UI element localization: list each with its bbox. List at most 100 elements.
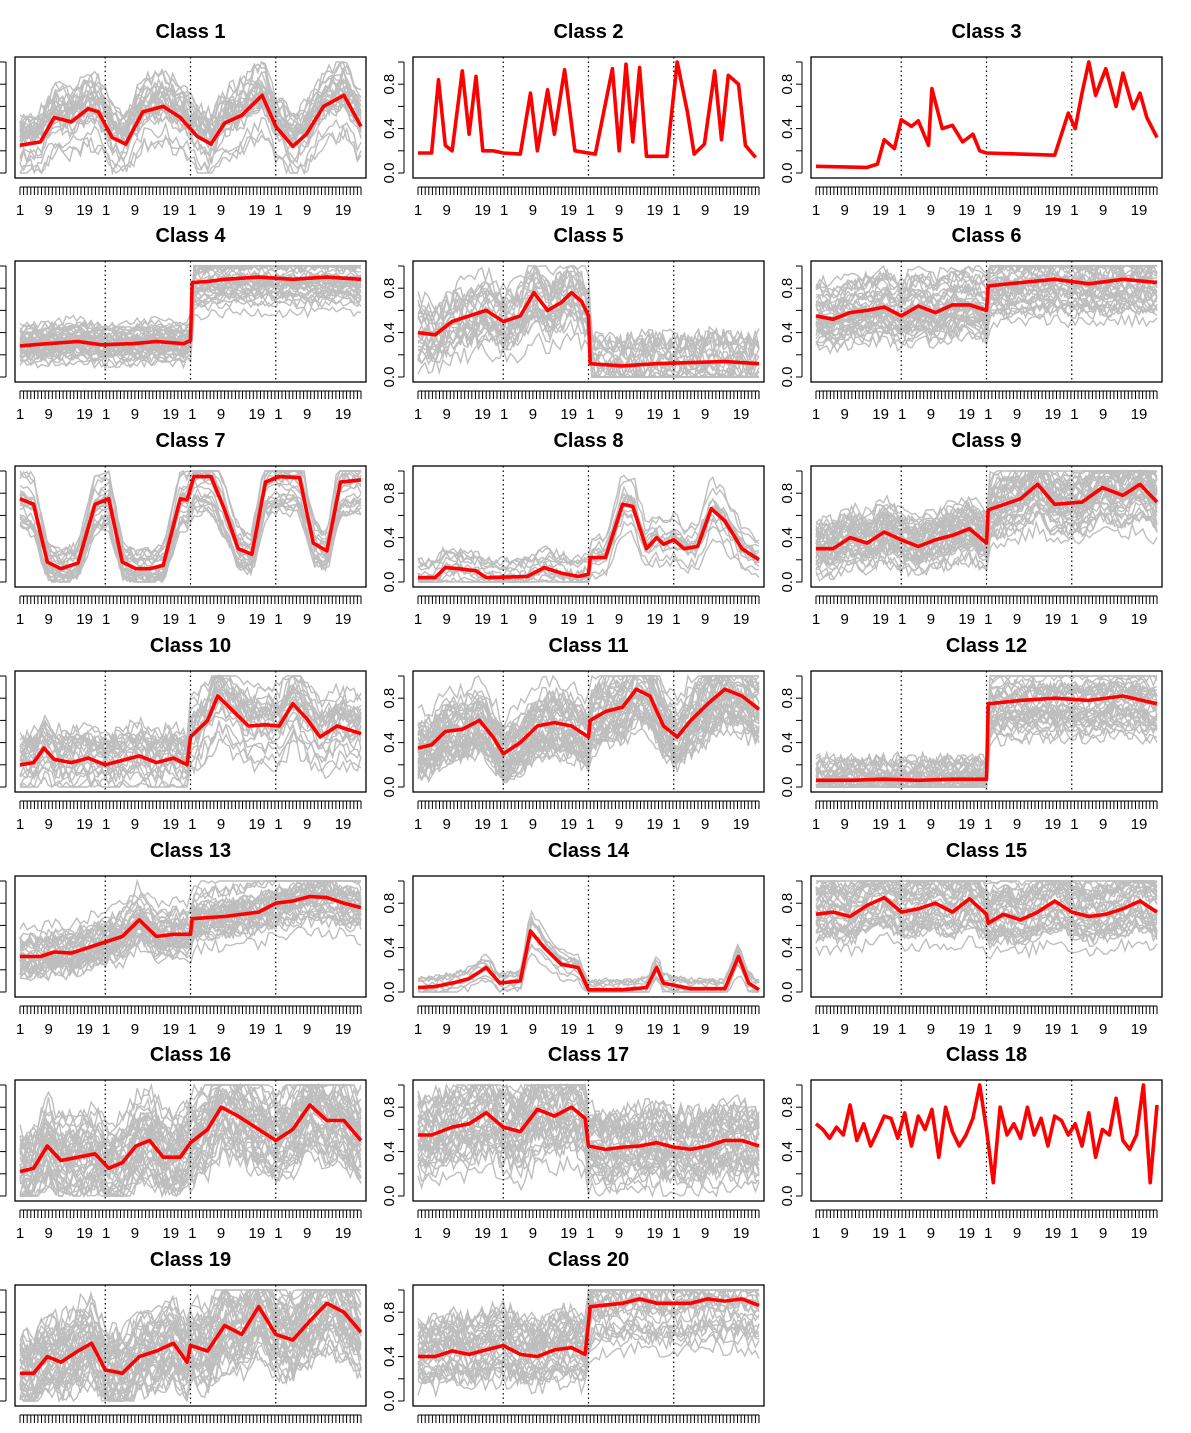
- chart-panel: Class 170.00.40.81 9 19 1 9 19 1 9 19 1 9 19: [381, 1044, 765, 1242]
- y-tick-label: 0.0: [381, 163, 398, 184]
- x-tick-label: 19: [872, 611, 889, 628]
- x-tick-label: 1: [102, 406, 110, 423]
- chart-panel: Class 180.00.40.81 9 19 1 9 19 1 9 19 1 9 19: [779, 1044, 1163, 1242]
- x-tick-label: 19: [560, 1225, 577, 1242]
- x-tick-label: 9: [45, 1021, 53, 1038]
- mean-series-line: [19, 1103, 363, 1174]
- x-tick-label: 19: [560, 1021, 577, 1038]
- x-tick-label: 19: [733, 816, 750, 833]
- x-tick-label: 1: [102, 202, 110, 219]
- x-tick-label: 19: [1045, 611, 1062, 628]
- x-tick-label: 9: [841, 611, 849, 628]
- individual-series-line: [19, 903, 362, 972]
- x-tick-label: 9: [1013, 1021, 1021, 1038]
- individual-series-line: [19, 903, 362, 976]
- x-tick-label: 1: [1070, 611, 1078, 628]
- y-tick-label: 0.0: [779, 572, 796, 593]
- x-tick-label: 9: [131, 816, 139, 833]
- panel-title: Class 2: [553, 21, 623, 43]
- y-tick-label: 0.0: [779, 367, 796, 388]
- x-tick-label: 9: [1099, 1021, 1107, 1038]
- x-tick-label: 9: [303, 1225, 311, 1242]
- panel-title: Class 10: [150, 635, 231, 657]
- plot-frame: [810, 260, 1163, 383]
- x-tick-label: 9: [443, 1021, 451, 1038]
- y-tick-label: 0.0: [381, 982, 398, 1003]
- individual-series-line: [19, 1288, 362, 1360]
- x-tick-label: 1: [414, 406, 422, 423]
- panel-title: Class 20: [548, 1249, 629, 1271]
- x-tick-label: 1: [500, 1225, 508, 1242]
- individual-series-line: [19, 70, 362, 140]
- x-tick-label: 9: [45, 202, 53, 219]
- x-tick-label: 19: [249, 406, 266, 423]
- x-tick-label: 1: [984, 816, 992, 833]
- x-tick-label: 19: [647, 816, 664, 833]
- x-tick-label: 19: [249, 1225, 266, 1242]
- x-tick-label: 1: [984, 202, 992, 219]
- x-tick-label: 9: [615, 611, 623, 628]
- mean-series-line: [19, 694, 362, 767]
- x-tick-marks: [417, 1006, 760, 1014]
- x-tick-label: 1: [586, 611, 594, 628]
- y-tick-label: 0.4: [779, 322, 796, 343]
- x-tick-label: 1: [414, 1225, 422, 1242]
- x-tick-label: 1: [414, 816, 422, 833]
- x-tick-label: 1: [274, 202, 282, 219]
- x-tick-label: 1: [898, 406, 906, 423]
- x-tick-label: 1: [500, 611, 508, 628]
- plot-frame: [14, 670, 367, 793]
- individual-series-line: [815, 912, 1158, 937]
- x-tick-marks: [417, 1210, 760, 1218]
- plot-frame: [14, 1284, 367, 1407]
- x-tick-label: 19: [1045, 202, 1062, 219]
- chart-panel: Class 41 9 19 1 9 19 1 9 19 1 9 19: [0, 225, 367, 423]
- x-tick-label: 1: [188, 1225, 196, 1242]
- x-tick-label: 19: [249, 1021, 266, 1038]
- y-tick-label: 0.4: [779, 937, 796, 958]
- panel-title: Class 11: [548, 635, 628, 657]
- x-tick-label: 19: [474, 816, 491, 833]
- x-tick-label: 1: [812, 406, 820, 423]
- individual-series-line: [417, 1140, 760, 1196]
- plot-frame: [14, 56, 367, 179]
- x-tick-label: 19: [733, 202, 750, 219]
- x-tick-label: 1: [500, 1021, 508, 1038]
- individual-series-line: [19, 688, 362, 754]
- x-tick-label: 9: [1099, 202, 1107, 219]
- individual-series-line: [417, 479, 760, 568]
- plot-frame: [14, 1079, 367, 1202]
- x-tick-label: 19: [872, 816, 889, 833]
- x-tick-label: 19: [474, 611, 491, 628]
- mean-series-line: [19, 474, 362, 571]
- individual-series-line: [417, 1120, 760, 1168]
- x-tick-label: 9: [841, 1021, 849, 1038]
- x-tick-label: 19: [647, 202, 664, 219]
- plot-frame: [810, 56, 1163, 179]
- x-tick-label: 1: [672, 406, 680, 423]
- x-tick-label: 9: [615, 202, 623, 219]
- x-tick-label: 19: [474, 406, 491, 423]
- plot-frame: [412, 1284, 765, 1407]
- x-tick-label: 19: [1131, 1225, 1148, 1242]
- mean-series-line: [417, 929, 760, 992]
- individual-series-line: [417, 1134, 760, 1186]
- x-tick-marks: [417, 391, 760, 399]
- x-tick-label: 19: [958, 611, 975, 628]
- panel-title: Class 5: [553, 225, 623, 247]
- y-tick-label: 0.8: [381, 893, 398, 914]
- x-tick-label: 9: [303, 202, 311, 219]
- individual-series-line: [815, 931, 1158, 960]
- x-tick-label: 19: [733, 1225, 750, 1242]
- panel-title: Class 18: [946, 1044, 1027, 1066]
- panel-title: Class 1: [155, 21, 225, 43]
- x-tick-label: 9: [615, 816, 623, 833]
- x-tick-label: 19: [335, 1225, 352, 1242]
- plot-frame: [412, 670, 765, 793]
- x-tick-label: 1: [500, 406, 508, 423]
- individual-series-line: [418, 520, 760, 583]
- individual-series-line: [20, 1288, 362, 1362]
- mean-series-line: [417, 290, 760, 368]
- x-tick-label: 9: [131, 611, 139, 628]
